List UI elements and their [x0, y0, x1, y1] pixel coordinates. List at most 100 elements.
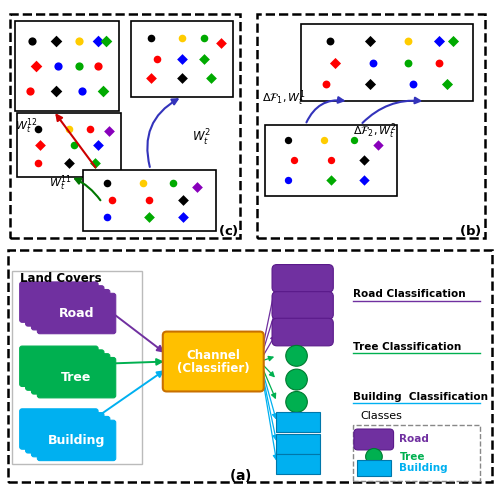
Point: [170, 179, 177, 187]
Bar: [131, 22, 233, 97]
Point: [102, 214, 110, 221]
Point: [92, 159, 100, 167]
Point: [200, 55, 208, 63]
Point: [94, 141, 102, 149]
Bar: [300, 24, 474, 101]
Point: [148, 74, 156, 82]
Point: [178, 196, 186, 204]
Point: [326, 156, 334, 164]
Text: Channel: Channel: [186, 349, 240, 362]
Point: [100, 87, 108, 95]
Point: [102, 37, 110, 45]
Text: $\Delta\mathcal{F}_2, W_t^2$: $\Delta\mathcal{F}_2, W_t^2$: [354, 121, 397, 141]
Bar: [17, 113, 122, 177]
Text: $\mathbf{(b)}$: $\mathbf{(b)}$: [459, 223, 481, 239]
Point: [66, 125, 74, 133]
Point: [350, 137, 358, 145]
Point: [94, 37, 102, 45]
FancyBboxPatch shape: [38, 294, 116, 334]
FancyBboxPatch shape: [38, 358, 116, 398]
Point: [76, 37, 84, 45]
Point: [52, 37, 60, 45]
FancyBboxPatch shape: [26, 413, 104, 453]
Point: [28, 37, 36, 45]
Point: [284, 176, 292, 184]
FancyBboxPatch shape: [353, 425, 480, 481]
Point: [374, 141, 382, 148]
Point: [54, 62, 62, 70]
Point: [290, 156, 298, 164]
Point: [360, 156, 368, 164]
Circle shape: [286, 392, 308, 413]
Point: [86, 125, 94, 133]
Text: $\mathbf{(c)}$: $\mathbf{(c)}$: [218, 223, 240, 239]
Point: [434, 59, 442, 67]
Point: [146, 214, 154, 221]
Point: [444, 80, 452, 88]
Point: [366, 37, 374, 45]
Point: [320, 137, 328, 145]
FancyBboxPatch shape: [357, 461, 390, 476]
Point: [448, 37, 456, 45]
Text: $W_t^{11}$: $W_t^{11}$: [48, 173, 72, 193]
Point: [360, 176, 368, 184]
Point: [206, 74, 214, 82]
Text: Building  Classification: Building Classification: [353, 392, 488, 401]
FancyBboxPatch shape: [10, 14, 240, 238]
Text: Building: Building: [400, 463, 448, 473]
Text: Road Classification: Road Classification: [353, 290, 466, 299]
Text: $W_t^{12}$: $W_t^{12}$: [14, 117, 38, 136]
FancyBboxPatch shape: [272, 292, 334, 319]
Point: [366, 80, 374, 88]
Point: [105, 127, 113, 135]
FancyBboxPatch shape: [20, 282, 98, 322]
Text: (Classifier): (Classifier): [177, 362, 250, 375]
Point: [326, 37, 334, 45]
Circle shape: [286, 369, 308, 390]
Circle shape: [366, 448, 382, 465]
Point: [78, 87, 86, 95]
Point: [52, 87, 60, 95]
FancyBboxPatch shape: [272, 318, 334, 346]
Point: [36, 141, 44, 149]
FancyBboxPatch shape: [32, 416, 110, 457]
Bar: [264, 125, 396, 196]
Point: [216, 39, 224, 47]
Point: [409, 80, 417, 88]
Point: [404, 37, 411, 45]
Point: [178, 214, 186, 221]
FancyBboxPatch shape: [12, 271, 142, 464]
FancyBboxPatch shape: [8, 250, 492, 482]
Point: [138, 179, 146, 187]
Text: $W_t^{2}$: $W_t^{2}$: [192, 127, 210, 147]
Text: Land Covers: Land Covers: [20, 271, 102, 285]
FancyBboxPatch shape: [26, 286, 104, 326]
Point: [404, 59, 411, 67]
Point: [94, 62, 102, 70]
FancyBboxPatch shape: [276, 454, 320, 474]
FancyBboxPatch shape: [258, 14, 486, 238]
FancyBboxPatch shape: [32, 354, 110, 394]
FancyBboxPatch shape: [276, 413, 320, 432]
Text: $\Delta\mathcal{F}_1, W_t^1$: $\Delta\mathcal{F}_1, W_t^1$: [262, 88, 306, 108]
Text: $\mathbf{(a)}$: $\mathbf{(a)}$: [229, 467, 252, 484]
FancyBboxPatch shape: [26, 350, 104, 390]
Circle shape: [286, 345, 308, 367]
Point: [66, 159, 74, 167]
Text: Building: Building: [48, 434, 105, 447]
Point: [108, 196, 116, 204]
Point: [326, 176, 334, 184]
Point: [70, 141, 78, 149]
Point: [284, 137, 292, 145]
FancyBboxPatch shape: [20, 409, 98, 449]
Point: [200, 34, 208, 42]
Point: [434, 37, 442, 45]
Point: [194, 183, 202, 191]
Point: [369, 59, 377, 67]
Text: Tree: Tree: [62, 371, 92, 384]
Text: Classes: Classes: [360, 411, 402, 420]
Point: [146, 196, 154, 204]
FancyBboxPatch shape: [272, 265, 334, 292]
Text: Tree Classification: Tree Classification: [353, 342, 461, 352]
Text: Road: Road: [59, 307, 94, 320]
